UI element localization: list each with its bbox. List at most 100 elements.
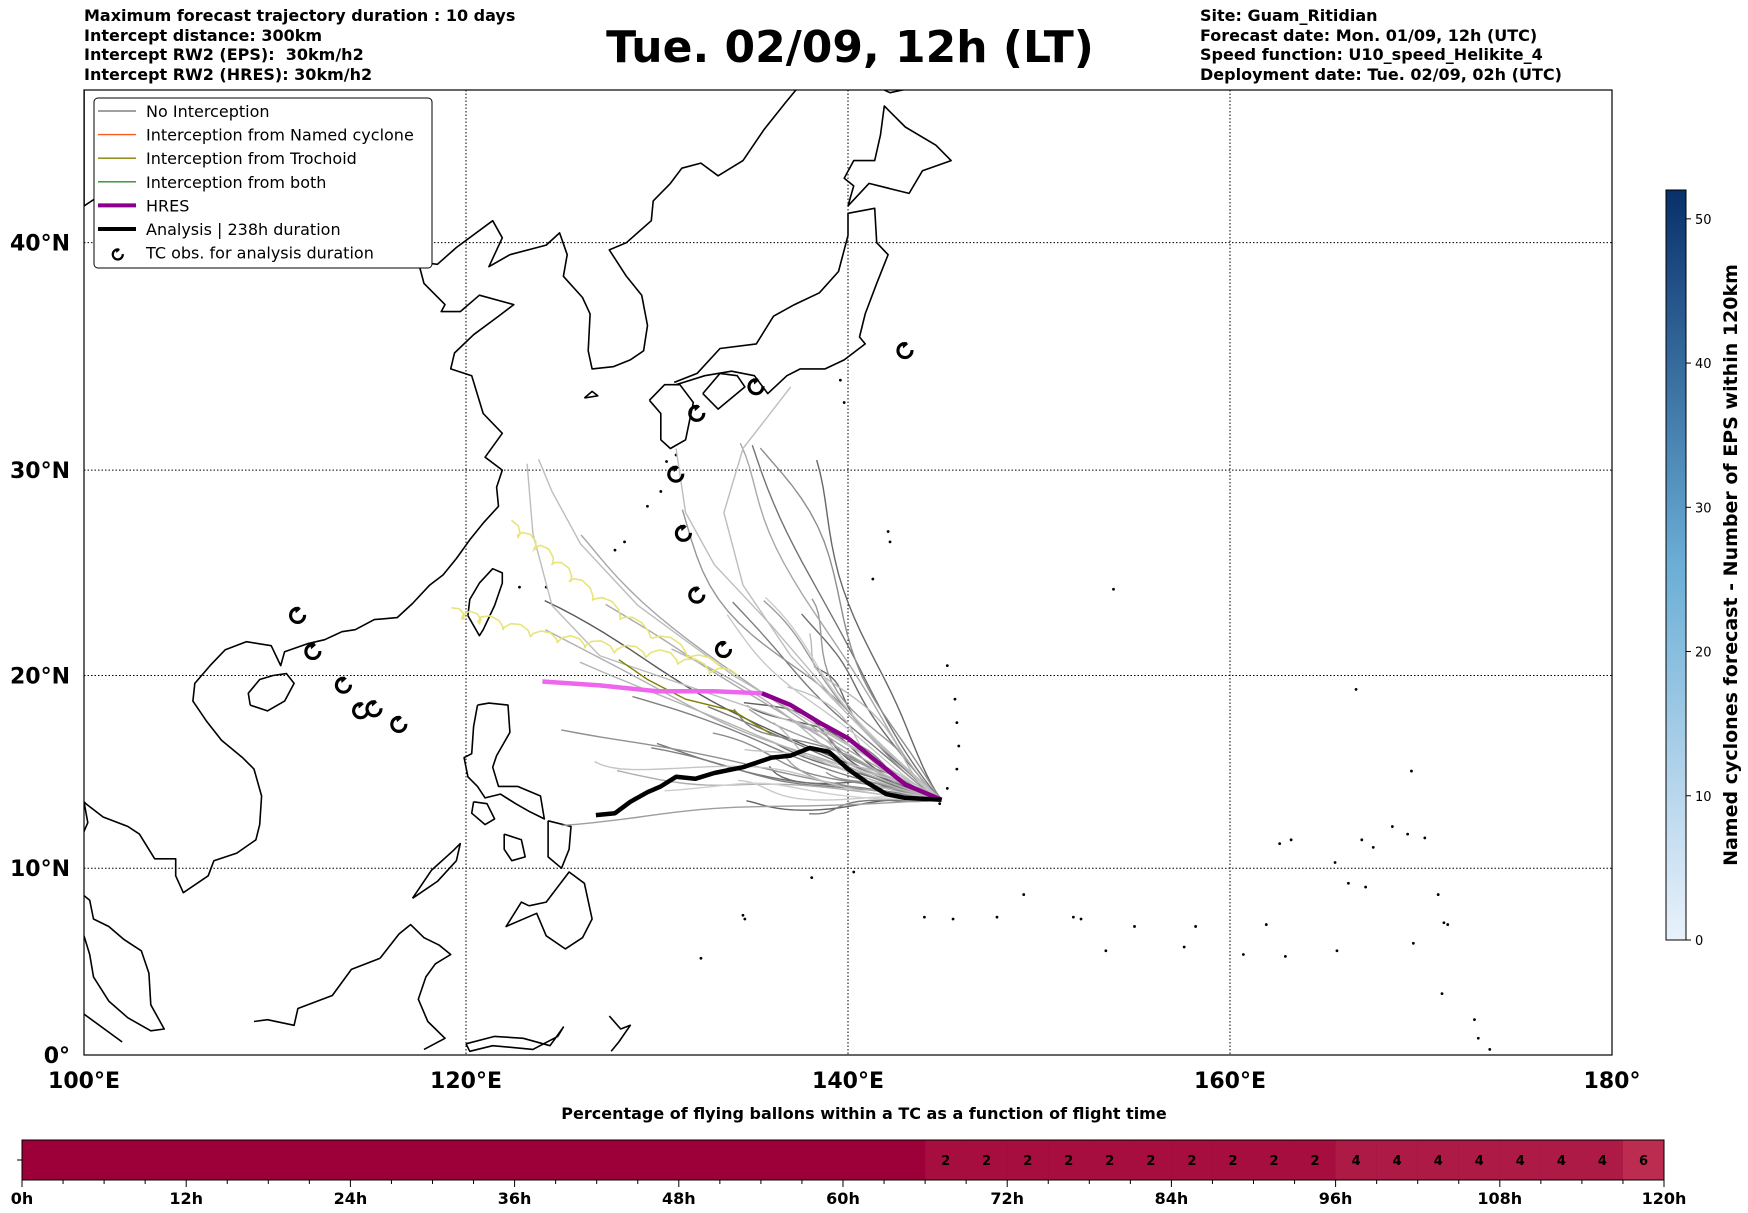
- island: [1283, 954, 1287, 958]
- header-left-info: Maximum forecast trajectory duration : 1…: [84, 6, 515, 84]
- flight-time-cell-label: 4: [1516, 1154, 1525, 1169]
- island: [1364, 885, 1368, 889]
- island: [810, 876, 814, 880]
- coastline: [84, 801, 165, 1032]
- analysis-track: [595, 745, 942, 818]
- flight-time-cell: [1089, 1140, 1131, 1180]
- island: [995, 915, 999, 919]
- island: [1133, 925, 1136, 928]
- island: [1264, 923, 1268, 926]
- tc-observations: [289, 341, 914, 733]
- flight-time-bar: 2 2 2 2 2 2 2 2 2 2 4 4 4 4 4 4 4 6: [17, 1139, 1665, 1181]
- eps-trajectory: [664, 782, 942, 801]
- island: [1440, 992, 1444, 996]
- lon-tick-label: 100°E: [48, 1069, 120, 1094]
- tc-obs-icon: [688, 586, 706, 604]
- legend-label: No Interception: [146, 102, 270, 121]
- island: [1241, 953, 1245, 956]
- flight-time-cell: [1130, 1140, 1172, 1180]
- eps-trajectory: [526, 463, 942, 801]
- flight-time-cell: [1622, 1140, 1664, 1180]
- legend-item: Interception from Trochoid: [98, 149, 357, 168]
- legend: No Interception Interception from Named c…: [93, 97, 433, 269]
- eps-trajectory: [739, 442, 943, 801]
- flight-time-cell-label: 4: [1475, 1154, 1484, 1169]
- eps-trajectory: [594, 761, 942, 801]
- flight-time-cell-label: 4: [1393, 1154, 1402, 1169]
- flight-time-tick-label: 0h: [11, 1189, 34, 1208]
- header-deployment-date: Deployment date: Tue. 02/09, 02h (UTC): [1200, 64, 1562, 84]
- coastline: [883, 90, 907, 94]
- legend-label: Interception from Named cyclone: [146, 126, 414, 145]
- eps-trajectory: [751, 444, 943, 801]
- island: [945, 786, 949, 790]
- flight-time-cell: [1212, 1140, 1254, 1180]
- tc-obs-icon: [896, 341, 914, 360]
- flight-time-tick-label: 96h: [1319, 1189, 1353, 1208]
- island: [613, 548, 617, 552]
- colorbar-gradient: [1665, 189, 1687, 941]
- lat-tick-label: 20°N: [10, 665, 70, 690]
- island: [1488, 1048, 1492, 1051]
- flight-time-cell: [1376, 1140, 1418, 1180]
- island: [1278, 842, 1282, 846]
- flight-time-cell: [1048, 1140, 1090, 1180]
- lat-tick-label: 0°: [44, 1044, 70, 1069]
- flight-time-cell: [1417, 1140, 1459, 1180]
- island: [699, 956, 703, 960]
- island: [1436, 893, 1440, 896]
- flight-time-cell-label: 2: [982, 1154, 991, 1169]
- tc-obs-icon: [304, 642, 322, 661]
- flight-time-cell: [1007, 1140, 1049, 1180]
- island: [938, 802, 942, 806]
- eps-trajectory: [537, 459, 942, 801]
- flight-time-cell-label: 2: [1187, 1154, 1196, 1169]
- island: [1410, 769, 1413, 773]
- island: [852, 870, 856, 874]
- eps-trajectory: [726, 614, 942, 801]
- island: [1360, 838, 1364, 842]
- island: [1022, 893, 1026, 896]
- header-max-duration: Maximum forecast trajectory duration : 1…: [84, 6, 516, 25]
- flight-time-tick-label: 108h: [1477, 1189, 1522, 1208]
- flight-time-cell: [1171, 1140, 1213, 1180]
- island: [665, 460, 668, 463]
- island: [1411, 941, 1415, 945]
- eps-trajectory: [675, 448, 943, 801]
- flight-time-cell-label: 4: [1434, 1154, 1443, 1169]
- flight-time-cell: [966, 1140, 1008, 1180]
- axis-tick-labels: 100°E 120°E 140°E 160°E 180° 0° 10°N 20°N 30°N 40…: [10, 232, 1641, 1094]
- coastline: [253, 957, 381, 1027]
- header-intercept-hres: Intercept RW2 (HRES): 30km/h2: [84, 64, 373, 84]
- eps-trajectory: [579, 661, 942, 801]
- coastline: [379, 923, 452, 1051]
- island: [1079, 917, 1083, 921]
- eps-trajectory: [759, 447, 943, 801]
- flight-time-cell: [1499, 1140, 1541, 1180]
- tc-obs-icon: [747, 378, 765, 396]
- island: [1347, 881, 1350, 885]
- island: [659, 490, 663, 493]
- eps-trajectory: [681, 509, 942, 801]
- island: [1112, 587, 1115, 591]
- header-forecast-date: Forecast date: Mon. 01/09, 12h (UTC): [1200, 25, 1538, 45]
- legend-item: Analysis | 238h duration: [98, 220, 341, 239]
- coastline: [503, 833, 526, 862]
- header-site: Site: Guam_Ritidian: [1200, 6, 1378, 25]
- coastline: [411, 842, 462, 899]
- colorbar-tick-label: 30: [1695, 501, 1712, 516]
- island: [1354, 687, 1358, 691]
- colorbar-tick-label: 0: [1695, 934, 1703, 949]
- island: [518, 585, 521, 589]
- legend-box: [93, 97, 433, 269]
- flight-time-cell-label: 2: [1270, 1154, 1279, 1169]
- colorbar-label: Named cyclones forecast - Number of EPS …: [1720, 264, 1742, 866]
- lat-tick-label: 30°N: [10, 459, 70, 484]
- legend-label: Analysis | 238h duration: [146, 220, 341, 239]
- coastline: [843, 105, 952, 207]
- eps-trajectory: [707, 705, 942, 801]
- coastline: [583, 390, 599, 399]
- colorbar-tick-label: 10: [1695, 790, 1712, 805]
- colorbar-tick-label: 20: [1695, 646, 1712, 661]
- legend-item: Interception from both: [98, 173, 326, 192]
